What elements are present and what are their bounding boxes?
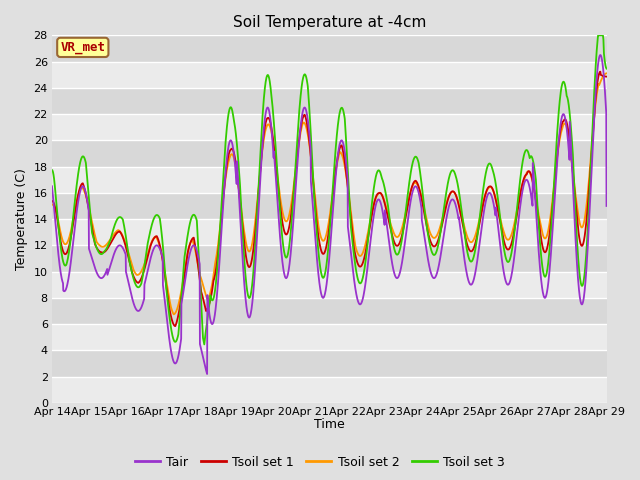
Bar xyxy=(52,272,607,298)
X-axis label: Time: Time xyxy=(314,419,344,432)
Legend: Tair, Tsoil set 1, Tsoil set 2, Tsoil set 3: Tair, Tsoil set 1, Tsoil set 2, Tsoil se… xyxy=(130,451,510,474)
Text: VR_met: VR_met xyxy=(60,41,106,54)
Y-axis label: Temperature (C): Temperature (C) xyxy=(15,168,28,270)
Title: Soil Temperature at -4cm: Soil Temperature at -4cm xyxy=(232,15,426,30)
Bar xyxy=(52,324,607,350)
Bar xyxy=(52,377,607,403)
Bar xyxy=(52,114,607,140)
Bar xyxy=(52,167,607,193)
Bar xyxy=(52,61,607,88)
Bar xyxy=(52,219,607,245)
